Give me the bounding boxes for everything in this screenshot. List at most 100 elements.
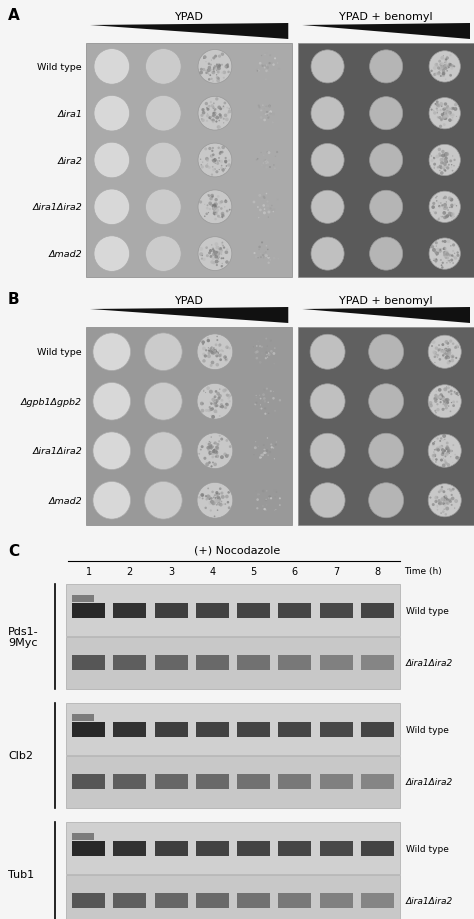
Circle shape [255, 352, 257, 355]
Circle shape [201, 165, 202, 166]
Circle shape [438, 446, 442, 449]
Circle shape [443, 350, 446, 354]
Circle shape [442, 355, 445, 357]
Circle shape [222, 389, 226, 393]
Circle shape [213, 253, 217, 256]
Circle shape [435, 198, 437, 199]
Circle shape [219, 153, 221, 155]
Circle shape [264, 65, 266, 67]
Circle shape [436, 259, 437, 261]
Circle shape [210, 409, 212, 412]
Circle shape [443, 112, 445, 115]
Circle shape [214, 69, 215, 70]
Circle shape [432, 444, 435, 447]
Circle shape [437, 357, 438, 358]
Circle shape [219, 218, 220, 219]
Circle shape [219, 436, 221, 437]
Circle shape [261, 454, 264, 457]
Circle shape [446, 208, 448, 210]
Circle shape [370, 51, 403, 84]
Circle shape [210, 75, 211, 77]
Circle shape [441, 396, 445, 400]
Circle shape [441, 267, 444, 269]
Text: 8: 8 [374, 566, 381, 576]
Circle shape [223, 453, 227, 457]
Circle shape [214, 113, 216, 115]
Circle shape [201, 494, 204, 497]
Circle shape [434, 74, 436, 75]
Circle shape [215, 98, 219, 101]
Circle shape [275, 509, 276, 511]
Circle shape [220, 208, 223, 210]
Circle shape [219, 114, 220, 115]
Circle shape [369, 335, 404, 369]
Circle shape [257, 71, 260, 73]
Circle shape [216, 443, 219, 447]
Circle shape [438, 502, 442, 505]
Circle shape [436, 502, 438, 503]
Circle shape [443, 449, 446, 452]
Circle shape [272, 398, 275, 400]
Circle shape [223, 247, 225, 249]
Circle shape [370, 144, 403, 177]
Circle shape [443, 491, 446, 494]
Circle shape [217, 161, 219, 163]
Bar [196, 603, 229, 618]
Circle shape [210, 352, 214, 355]
Circle shape [216, 251, 219, 255]
Circle shape [266, 201, 268, 203]
Circle shape [433, 454, 436, 457]
Circle shape [452, 488, 455, 491]
Circle shape [268, 106, 271, 108]
Circle shape [217, 254, 220, 256]
Circle shape [221, 146, 225, 150]
Circle shape [447, 400, 448, 402]
Circle shape [210, 437, 212, 438]
Circle shape [216, 392, 220, 396]
Circle shape [214, 402, 217, 404]
Circle shape [228, 455, 229, 457]
Circle shape [456, 255, 459, 257]
Text: Wild type: Wild type [37, 348, 82, 357]
Circle shape [440, 217, 441, 218]
Circle shape [265, 499, 267, 502]
Circle shape [255, 403, 256, 406]
Circle shape [224, 207, 225, 209]
Circle shape [435, 448, 438, 451]
Circle shape [216, 352, 219, 356]
Circle shape [218, 207, 220, 209]
Text: YPAD + benomyl: YPAD + benomyl [339, 12, 433, 22]
Circle shape [441, 486, 443, 489]
Circle shape [219, 355, 222, 358]
Circle shape [205, 247, 208, 250]
Circle shape [214, 117, 215, 119]
Circle shape [279, 400, 281, 402]
Circle shape [227, 394, 231, 398]
Text: Wild type: Wild type [406, 844, 449, 853]
Circle shape [447, 155, 448, 156]
Circle shape [441, 249, 443, 250]
Circle shape [200, 69, 203, 72]
Circle shape [209, 391, 213, 394]
Circle shape [260, 405, 261, 406]
Text: Δira1Δira2: Δira1Δira2 [406, 896, 453, 905]
Circle shape [447, 66, 449, 69]
Circle shape [438, 500, 441, 503]
Circle shape [264, 198, 265, 199]
Circle shape [211, 352, 214, 356]
Circle shape [225, 163, 227, 165]
Circle shape [208, 446, 211, 448]
Circle shape [446, 399, 449, 403]
Circle shape [219, 504, 223, 507]
Circle shape [269, 204, 270, 205]
Circle shape [205, 463, 209, 467]
Circle shape [221, 215, 225, 218]
Circle shape [208, 195, 210, 198]
Circle shape [444, 248, 447, 250]
Circle shape [206, 115, 210, 119]
Circle shape [214, 206, 218, 210]
Circle shape [215, 243, 218, 246]
Circle shape [260, 257, 262, 259]
Circle shape [444, 256, 447, 259]
Circle shape [451, 450, 453, 452]
